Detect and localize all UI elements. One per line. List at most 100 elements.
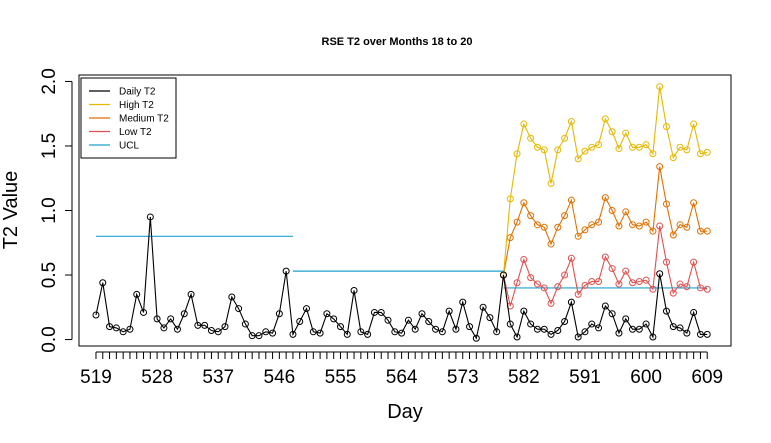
data-point	[662, 123, 670, 131]
x-tick-label: 546	[264, 367, 296, 388]
x-tick-label: 609	[691, 367, 723, 388]
data-point	[547, 299, 555, 307]
y-axis-title: T2 Value	[0, 171, 22, 250]
medium-t2-line	[502, 166, 708, 276]
y-tick-label: 1.5	[39, 133, 60, 159]
data-point	[595, 141, 603, 149]
data-point	[690, 308, 698, 316]
data-point	[649, 150, 657, 158]
data-point	[656, 83, 664, 91]
data-point	[567, 117, 575, 125]
data-point	[411, 325, 419, 333]
data-point	[201, 321, 209, 329]
data-point	[527, 274, 535, 282]
data-point	[690, 258, 698, 266]
data-point	[99, 279, 107, 287]
data-point	[112, 324, 120, 332]
data-point	[690, 120, 698, 128]
data-point	[167, 315, 175, 323]
data-point	[466, 323, 474, 331]
data-point	[561, 134, 569, 142]
data-point	[581, 328, 589, 336]
data-point	[214, 328, 222, 336]
data-point	[432, 325, 440, 333]
data-point	[309, 328, 317, 336]
data-point	[207, 327, 215, 335]
data-point	[106, 323, 114, 331]
data-point	[323, 310, 331, 318]
data-point	[649, 333, 657, 341]
data-point	[696, 284, 704, 292]
data-point	[588, 143, 596, 151]
data-point	[241, 320, 249, 328]
data-point	[336, 323, 344, 331]
data-point	[520, 120, 528, 128]
legend-label-high-t2: High T2	[119, 100, 154, 111]
data-point	[703, 227, 711, 235]
data-point	[615, 222, 623, 230]
y-tick-label: 0.0	[39, 326, 60, 352]
data-point	[377, 308, 385, 316]
data-point	[615, 329, 623, 337]
series-high-t2	[499, 83, 711, 279]
x-tick-label: 573	[447, 367, 479, 388]
y-axis: 0.0 0.5 1.0 1.5 2.0	[39, 68, 73, 353]
data-point	[262, 328, 270, 336]
data-point	[669, 323, 677, 331]
data-point	[153, 315, 161, 323]
data-point	[330, 315, 338, 323]
data-point	[608, 265, 616, 273]
data-point	[615, 280, 623, 288]
data-point	[676, 221, 684, 229]
x-tick-label: 564	[386, 367, 418, 388]
data-point	[601, 253, 609, 261]
high-t2-line	[502, 86, 708, 276]
data-point	[384, 316, 392, 324]
data-point	[472, 334, 480, 342]
data-point	[493, 328, 501, 336]
legend-label-ucl: UCL	[119, 141, 139, 152]
data-point	[357, 328, 365, 336]
data-point	[180, 310, 188, 318]
data-point	[554, 223, 562, 231]
data-point	[676, 324, 684, 332]
data-point	[513, 150, 521, 158]
data-point	[608, 310, 616, 318]
data-point	[561, 317, 569, 325]
data-point	[520, 199, 528, 207]
data-point	[690, 199, 698, 207]
data-point	[404, 316, 412, 324]
data-point	[622, 208, 630, 216]
data-point	[629, 325, 637, 333]
data-point	[683, 329, 691, 337]
y-tick-label: 1.0	[39, 197, 60, 223]
data-point	[588, 277, 596, 285]
legend: Daily T2 High T2 Medium T2 Low T2 UCL	[80, 77, 177, 159]
data-point	[601, 194, 609, 202]
data-point	[649, 227, 657, 235]
data-point	[540, 146, 548, 154]
data-point	[601, 115, 609, 123]
data-point	[540, 325, 548, 333]
data-point	[269, 329, 277, 337]
data-point	[527, 320, 535, 328]
data-point	[282, 267, 290, 275]
x-tick-label: 582	[508, 367, 540, 388]
data-point	[683, 283, 691, 291]
x-tick-label: 528	[141, 367, 173, 388]
data-point	[669, 154, 677, 162]
data-point	[662, 258, 670, 266]
data-point	[574, 155, 582, 163]
data-point	[676, 280, 684, 288]
data-point	[608, 207, 616, 214]
data-point	[533, 221, 541, 229]
data-point	[350, 287, 358, 295]
data-point	[391, 328, 399, 336]
data-point	[676, 143, 684, 151]
data-point	[92, 311, 100, 319]
data-point	[520, 256, 528, 264]
data-point	[194, 321, 202, 329]
data-point	[622, 315, 630, 323]
data-point	[547, 330, 555, 338]
